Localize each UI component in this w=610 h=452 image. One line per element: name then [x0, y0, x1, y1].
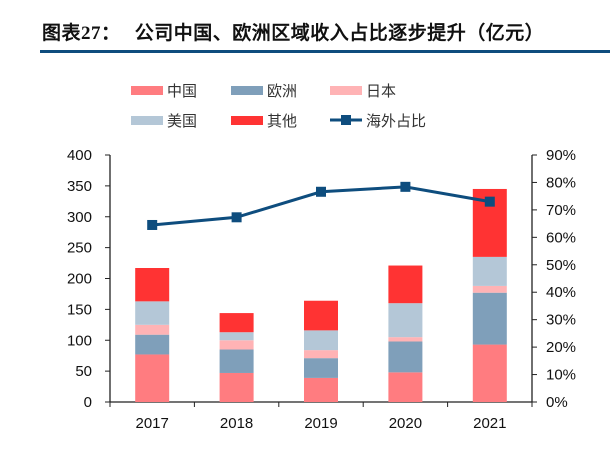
y-tick-label: 250: [67, 240, 92, 257]
legend-label-japan: 日本: [366, 82, 396, 100]
bar-europe-2019: [304, 358, 338, 378]
legend-label-other: 其他: [267, 112, 297, 130]
chart-title-prefix: 图表27：: [42, 23, 121, 44]
bar-us-2019: [304, 330, 338, 351]
bar-europe-2017: [135, 334, 170, 355]
title-underline: [40, 50, 610, 53]
x-tick-label: 2021: [473, 415, 506, 432]
y2-tick-label: 50%: [546, 257, 576, 274]
x-tick-label: 2020: [389, 415, 422, 432]
bar-europe-2020: [388, 341, 423, 373]
legend-label-china: 中国: [167, 82, 197, 100]
y2-tick-label: 70%: [546, 202, 576, 219]
bar-china-2017: [135, 354, 170, 402]
y-tick-label: 150: [67, 301, 92, 318]
bar-japan-2021: [472, 285, 507, 293]
bar-other-2020: [388, 265, 423, 304]
bar-china-2020: [388, 372, 423, 402]
bar-other-2017: [135, 268, 170, 302]
legend-marker-icon: [341, 115, 351, 125]
y-tick-label: 300: [67, 209, 92, 226]
y-tick-label: 400: [67, 147, 92, 164]
bar-other-2019: [304, 300, 338, 331]
line-point-2017: [147, 219, 158, 230]
bar-other-2018: [219, 313, 254, 333]
y2-tick-label: 60%: [546, 229, 576, 246]
y2-tick-label: 20%: [546, 339, 576, 356]
bar-us-2021: [472, 256, 507, 286]
legend-swatch-europe: [231, 86, 263, 95]
x-tick-label: 2019: [304, 415, 337, 432]
x-tick-label: 2018: [220, 415, 253, 432]
bar-japan-2018: [219, 340, 254, 350]
legend-label-europe: 欧洲: [267, 82, 297, 100]
y-tick-label: 50: [75, 363, 92, 380]
bar-japan-2020: [388, 337, 423, 342]
line-point-2021: [484, 196, 495, 207]
bar-japan-2017: [135, 324, 170, 335]
bar-china-2019: [304, 377, 338, 402]
bar-us-2018: [219, 332, 254, 341]
legend-label-line: 海外占比: [366, 112, 426, 130]
y2-tick-label: 40%: [546, 284, 576, 301]
y2-tick-label: 0%: [546, 394, 568, 411]
bar-china-2021: [472, 344, 507, 402]
legend-swatch-china: [131, 86, 163, 95]
legend-swatch-other: [231, 116, 263, 125]
bar-china-2018: [219, 372, 254, 402]
y-tick-label: 350: [67, 178, 92, 195]
y2-tick-label: 10%: [546, 367, 576, 384]
line-point-2019: [316, 186, 326, 197]
bar-us-2020: [388, 303, 423, 338]
bar-japan-2019: [304, 350, 338, 359]
y-tick-label: 200: [67, 271, 92, 288]
line-point-2018: [231, 212, 242, 223]
line-point-2020: [400, 181, 411, 192]
x-tick-label: 2017: [136, 415, 169, 432]
legend-swatch-us: [131, 116, 163, 125]
y2-tick-label: 30%: [546, 312, 576, 329]
bar-us-2017: [135, 301, 170, 325]
y2-tick-label: 80%: [546, 174, 576, 191]
legend-swatch-japan: [330, 86, 362, 95]
bar-europe-2021: [472, 292, 507, 345]
chart-title: 图表27： 公司中国、欧洲区域收入占比逐步提升（亿元）: [42, 18, 544, 45]
legend-label-us: 美国: [167, 112, 197, 130]
y2-tick-label: 90%: [546, 147, 576, 164]
y-tick-label: 0: [84, 394, 92, 411]
bar-europe-2018: [219, 349, 254, 373]
y-tick-label: 100: [67, 332, 92, 349]
chart-title-text: 公司中国、欧洲区域收入占比逐步提升（亿元）: [134, 22, 545, 44]
